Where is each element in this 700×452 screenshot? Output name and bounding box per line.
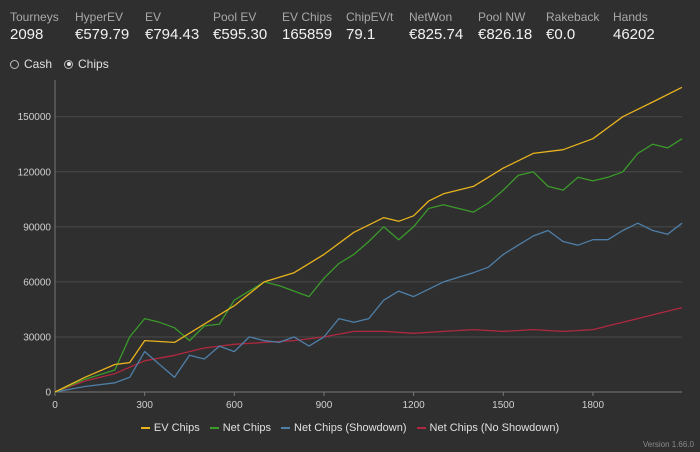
stat-label: NetWon	[409, 10, 453, 24]
version-label: Version 1.66.0	[642, 440, 694, 449]
stat-label: EV	[145, 10, 162, 24]
y-tick-label: 60000	[23, 277, 51, 288]
stat-value: 2098	[10, 26, 44, 43]
legend-item-net-chips-no-showdown[interactable]: Net Chips (No Showdown)	[416, 422, 560, 434]
stat-label: Hands	[613, 10, 648, 24]
stat-value: €579.79	[75, 26, 130, 43]
x-tick-label: 300	[136, 400, 153, 411]
chips-radio[interactable]	[64, 59, 74, 69]
stat-rakeback: Rakeback €0.0	[546, 10, 599, 45]
chart-legend: EV Chips Net Chips Net Chips (Showdown) …	[0, 422, 700, 434]
y-tick-label: 30000	[23, 332, 51, 343]
x-tick-label: 0	[52, 400, 58, 411]
x-tick-label: 600	[226, 400, 243, 411]
stat-pool-ev: Pool EV €595.30	[213, 10, 267, 45]
series-line-ev-chips	[54, 86, 683, 393]
stat-chipev-per-t: ChipEV/t 79.1	[346, 10, 393, 45]
y-tick-label: 90000	[23, 222, 51, 233]
legend-swatch	[281, 427, 291, 429]
y-tick-label: 150000	[18, 112, 52, 123]
cash-radio-option[interactable]: Cash	[10, 57, 52, 71]
stat-hyperev: HyperEV €579.79	[75, 10, 129, 45]
series-line-net-chips-showdown	[54, 222, 683, 393]
y-tick-label: 120000	[18, 167, 52, 178]
stat-value: €794.43	[145, 26, 200, 43]
chips-radio-option[interactable]: Chips	[64, 57, 109, 71]
stat-ev-chips: EV Chips 165859	[282, 10, 332, 45]
stat-hands: Hands 46202	[613, 10, 655, 45]
stat-pool-nw: Pool NW €826.18	[478, 10, 532, 45]
chips-chart: 0 30000 60000 90000 120000 150000 0 300 600 900 12…	[18, 80, 683, 411]
stat-tourneys: Tourneys 2098	[10, 10, 59, 45]
legend-label: Net Chips	[222, 422, 272, 434]
legend-swatch	[416, 427, 426, 429]
stat-label: Pool EV	[213, 10, 257, 24]
stat-value: €0.0	[546, 26, 576, 43]
stat-netwon: NetWon €825.74	[409, 10, 463, 45]
mode-toggle: Cash Chips	[10, 57, 109, 71]
legend-item-net-chips-showdown[interactable]: Net Chips (Showdown)	[281, 422, 407, 434]
stat-ev: EV €794.43	[145, 10, 199, 45]
x-tick-label: 900	[316, 400, 333, 411]
series-line-net-chips	[54, 138, 683, 393]
stat-value: €825.74	[409, 26, 464, 43]
stat-value: 165859	[282, 26, 333, 43]
stat-value: 79.1	[346, 26, 376, 43]
x-tick-label: 1500	[492, 400, 515, 411]
legend-item-ev-chips[interactable]: EV Chips	[140, 422, 200, 434]
x-tick-label: 1200	[403, 400, 426, 411]
legend-swatch	[140, 427, 150, 429]
series-line-net-chips-no-showdown	[54, 306, 683, 393]
stat-label: HyperEV	[75, 10, 124, 24]
chips-label: Chips	[78, 57, 109, 71]
legend-label: Net Chips (Showdown)	[294, 422, 407, 434]
stats-bar: Tourneys 2098 HyperEV €579.79 EV €794.43…	[0, 0, 700, 48]
cash-label: Cash	[24, 57, 53, 71]
x-tick-label: 1800	[582, 400, 605, 411]
stat-value: €595.30	[213, 26, 268, 43]
legend-item-net-chips[interactable]: Net Chips	[209, 422, 272, 434]
legend-swatch	[209, 427, 219, 429]
stat-label: Rakeback	[546, 10, 600, 24]
stat-value: €826.18	[478, 26, 533, 43]
stat-label: Pool NW	[478, 10, 526, 24]
legend-label: Net Chips (No Showdown)	[429, 422, 560, 434]
legend-label: EV Chips	[153, 422, 200, 434]
cash-radio[interactable]	[10, 59, 19, 69]
stat-label: EV Chips	[282, 10, 333, 24]
stat-value: 46202	[613, 26, 655, 43]
y-tick-label: 0	[45, 388, 51, 399]
stat-label: ChipEV/t	[346, 10, 394, 24]
stat-label: Tourneys	[10, 10, 59, 24]
